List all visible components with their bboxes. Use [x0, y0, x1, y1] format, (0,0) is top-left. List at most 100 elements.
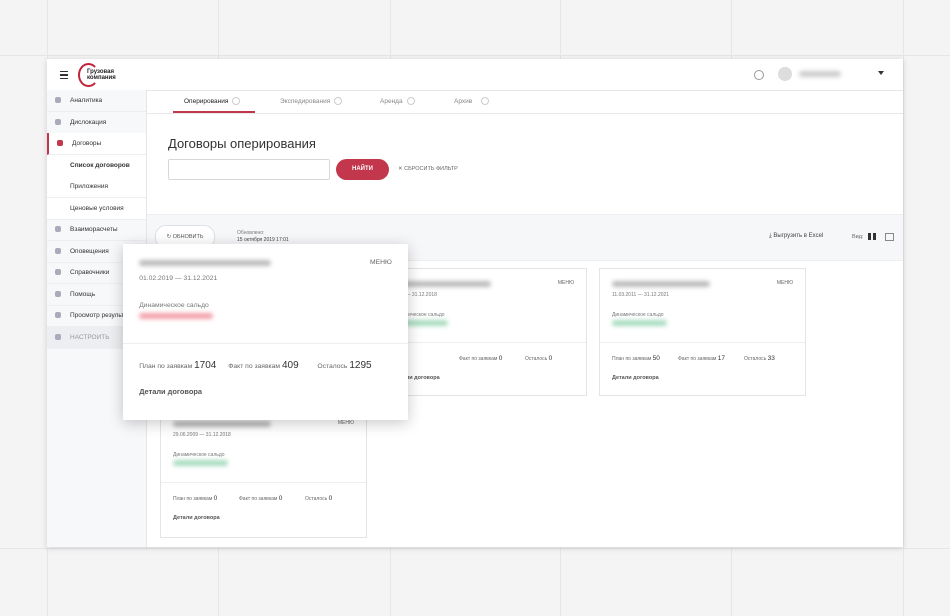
card-divider [161, 482, 366, 483]
plan-stat: План по заявкам 0 [173, 495, 217, 502]
sidebar-item[interactable]: Справочники [47, 262, 146, 284]
card-divider [381, 342, 586, 343]
sidebar-item[interactable]: Помощь [47, 284, 146, 306]
sidebar-label: Помощь [70, 290, 96, 298]
contract-name [612, 281, 710, 287]
sidebar-icon [55, 290, 61, 297]
details-link[interactable]: Детали договора [612, 375, 659, 381]
left-label: Осталось [744, 356, 767, 362]
window: Грузовая компания Аналитика Дислокация Дого… [47, 59, 903, 547]
reset-filter[interactable]: ✕ СБРОСИТЬ ФИЛЬТР [398, 166, 458, 172]
fact-value: 409 [281, 360, 299, 372]
search-input[interactable] [168, 159, 330, 180]
left-label: Осталось [305, 496, 328, 502]
details-link[interactable]: Детали договора [139, 387, 202, 397]
sidebar-icon [57, 140, 63, 146]
sidebar-item[interactable]: Взаиморасчеты [47, 219, 146, 241]
card-menu[interactable]: МЕНЮ [337, 420, 354, 426]
bg-line [0, 55, 950, 56]
contract-popup: МЕНЮ 01.02.2019 — 31.12.2021 Динамическое … [123, 244, 408, 420]
reset-text: СБРОСИТЬ ФИЛЬТР [404, 166, 458, 172]
card-menu[interactable]: МЕНЮ [557, 280, 574, 286]
fact-value: 17 [717, 355, 725, 362]
sidebar: Аналитика Дислокация Договоры Список догово… [47, 90, 147, 547]
contract-card: МЕНЮ 11.03.2011 — 31.12.2021 Динамическое … [599, 268, 806, 396]
card-menu[interactable]: МЕНЮ [776, 280, 793, 286]
sidebar-label: Приложения [70, 183, 109, 190]
export-text: Выгрузить в Excel [773, 233, 824, 239]
sidebar-label: Договоры [72, 140, 102, 147]
logo-line: Грузовая [87, 69, 114, 75]
details-link[interactable]: Детали договора [173, 515, 220, 521]
logo-line: компания [87, 75, 116, 81]
avatar[interactable] [778, 67, 792, 81]
details-link[interactable]: Детали договора [393, 375, 440, 381]
updated-label: Обновлено: [237, 230, 265, 236]
sidebar-label: Список договоров [70, 161, 130, 169]
date-range: 11.03.2011 — 31.12.2021 [612, 292, 670, 298]
view-label: Вид: [852, 234, 864, 240]
help-icon[interactable] [754, 70, 764, 80]
sidebar-icon [55, 118, 61, 125]
tab[interactable]: Архив [454, 98, 473, 105]
tab[interactable]: Экспедирования [280, 98, 331, 105]
contract-name [393, 281, 491, 287]
saldo-label: Динамическое сальдо [612, 312, 664, 318]
fact-stat: Факт по заявкам 0 [459, 355, 502, 362]
tab-counter [334, 97, 342, 105]
saldo-value [139, 312, 214, 319]
plan-stat: План по заявкам 50 [612, 355, 660, 362]
sidebar-item[interactable]: Оповещения [47, 241, 146, 263]
saldo-label: Динамическое сальдо [139, 302, 209, 310]
search-button[interactable]: НАЙТИ [336, 159, 389, 180]
sidebar-icon [55, 226, 61, 232]
contract-name [173, 421, 271, 427]
fact-stat: Факт по заявкам 17 [678, 355, 725, 362]
updated-date: 15 октября 2019 17:01 [237, 237, 289, 243]
sidebar-label: Дислокация [70, 118, 107, 126]
tab[interactable]: Аренда [380, 98, 403, 105]
sidebar-item[interactable]: Приложения [47, 176, 146, 198]
sidebar-item[interactable]: Дислокация [47, 112, 146, 134]
bg-line [903, 0, 904, 616]
tab-underline [173, 111, 255, 113]
plan-value: 0 [213, 495, 218, 502]
sidebar-item[interactable]: Аналитика [47, 90, 146, 112]
contract-card: МЕНЮ 2018 — 31.12.2018 Динамическое сальдо… [380, 268, 587, 396]
export-excel[interactable]: ⤓ Выгрузить в Excel [769, 233, 824, 239]
bg-line [0, 548, 950, 549]
date-range: 2018 — 31.12.2018 [393, 292, 437, 298]
sidebar-item[interactable]: Ценовые условия [47, 197, 146, 220]
grid-view[interactable] [868, 233, 876, 240]
sidebar-item[interactable]: Список договоров [47, 154, 146, 177]
contract-name [139, 260, 272, 267]
date-range: 29.06.2009 — 31.12.2018 [173, 432, 231, 438]
user-caret[interactable] [878, 71, 884, 78]
menu-icon[interactable] [60, 71, 68, 79]
sidebar-icon [55, 333, 61, 340]
tab[interactable]: Оперирования [184, 98, 229, 105]
plan-label: План по заявкам [139, 363, 193, 371]
sidebar-item[interactable]: НАСТРОИТЬ [47, 326, 146, 349]
fact-label: Факт по заявкам [459, 356, 498, 362]
fact-stat: Факт по заявкам 0 [239, 495, 282, 502]
plan-stat: План по заявкам 1704 [139, 360, 216, 371]
saldo-value [393, 320, 448, 326]
card-menu[interactable]: МЕНЮ [369, 258, 392, 266]
fact-value: 0 [278, 495, 283, 502]
sidebar-label: Оповещения [70, 247, 109, 255]
sidebar-icon [55, 247, 61, 254]
divider [47, 90, 903, 91]
list-view[interactable] [885, 233, 894, 241]
sidebar-icon [55, 312, 61, 318]
logo-mark [78, 63, 99, 87]
sidebar-icon [55, 97, 61, 103]
left-value: 1295 [349, 360, 372, 372]
sidebar-item[interactable]: Договоры [47, 133, 146, 155]
left-value: 0 [328, 495, 333, 502]
refresh-text: ОБНОВИТЬ [172, 234, 204, 240]
left-value: 0 [548, 355, 553, 362]
fact-stat: Факт по заявкам 409 [228, 360, 298, 371]
sidebar-icon [55, 269, 61, 275]
